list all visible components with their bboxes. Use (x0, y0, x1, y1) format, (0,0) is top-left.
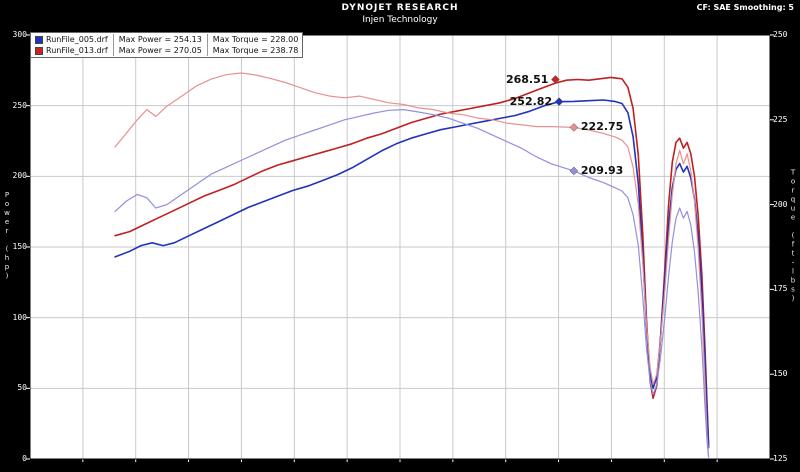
marker-point (569, 123, 579, 132)
right-axis-tick: 175 (773, 284, 788, 294)
series-power-013 (114, 76, 710, 446)
marker-label: 252.82 (509, 94, 553, 108)
legend-color-chip-blue (35, 35, 43, 44)
marker-label: 268.51 (505, 72, 549, 86)
correction-info: CF: SAE Smoothing: 5 (696, 3, 794, 12)
marker-point (551, 75, 560, 84)
series-power-005 (114, 99, 710, 449)
right-axis-tick: 125 (773, 454, 788, 463)
marker-label: 222.75 (580, 120, 624, 134)
right-axis-tick: 150 (773, 369, 788, 379)
marker-point (569, 166, 579, 176)
left-axis-tick: 200 (12, 171, 27, 181)
right-axis-tick: 200 (773, 199, 788, 209)
chart-subtitle: Injen Technology (362, 15, 438, 25)
left-axis-tick: 100 (12, 312, 27, 322)
left-axis-tick: 300 (12, 30, 27, 39)
left-axis-tick: 150 (12, 242, 27, 251)
legend-max-torque: Max Torque = 228.00 (206, 34, 298, 45)
right-axis-title: Torque (ft-lbs) (789, 168, 797, 304)
left-axis-tick: 50 (17, 383, 27, 393)
legend-max-torque: Max Torque = 238.78 (206, 45, 298, 56)
legend-file-name: RunFile_005.drf (46, 35, 108, 44)
legend-row-run013: RunFile_013.drf Max Power = 270.05 Max T… (35, 45, 298, 56)
left-axis-tick: 250 (12, 100, 27, 110)
legend-row-run005: RunFile_005.drf Max Power = 254.13 Max T… (35, 34, 298, 45)
chart-title: DYNOJET RESEARCH (341, 3, 459, 13)
legend-color-chip-red (35, 46, 43, 55)
series-torque-005 (114, 108, 710, 458)
legend: RunFile_005.drf Max Power = 254.13 Max T… (30, 32, 304, 58)
right-axis-tick: 225 (773, 114, 788, 124)
marker-point (554, 97, 564, 107)
legend-max-power: Max Power = 254.13 (112, 34, 202, 45)
series-torque-013 (114, 72, 710, 457)
left-axis-tick: 0 (22, 454, 27, 463)
legend-file-name: RunFile_013.drf (46, 46, 108, 55)
left-axis-title: Power (hp) (3, 191, 11, 281)
legend-max-power: Max Power = 270.05 (112, 45, 202, 56)
marker-label: 209.93 (580, 163, 624, 177)
right-axis-tick: 250 (773, 30, 788, 39)
